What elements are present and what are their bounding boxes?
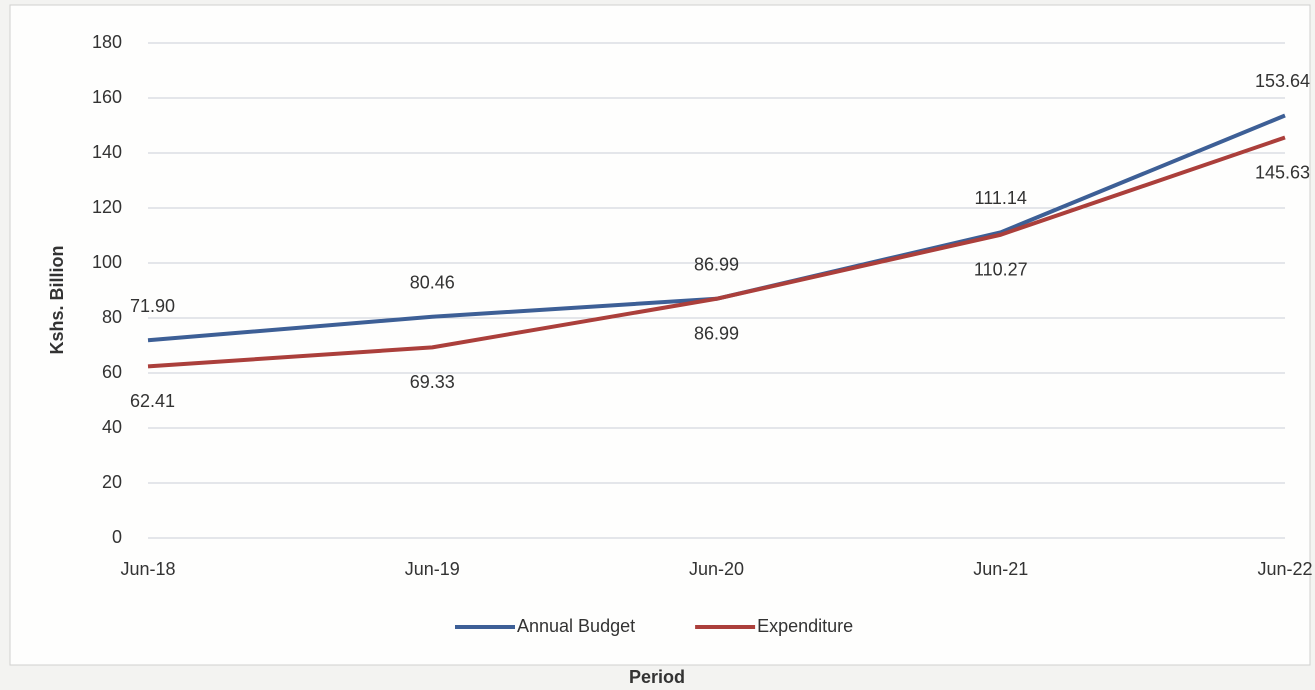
data-label: 86.99 [694, 255, 739, 275]
data-label: 80.46 [410, 272, 455, 292]
x-tick-label: Jun-19 [405, 559, 460, 579]
x-tick-label: Jun-22 [1257, 559, 1312, 579]
data-label: 111.14 [975, 188, 1027, 208]
y-tick-label: 20 [102, 472, 122, 492]
series-line [147, 135, 1286, 369]
y-tick-label: 0 [112, 527, 122, 547]
data-label: 71.90 [130, 296, 175, 316]
legend-label: Expenditure [757, 616, 853, 636]
y-tick-label: 60 [102, 362, 122, 382]
y-tick-label: 180 [92, 32, 122, 52]
data-label: 145.63 [1255, 162, 1310, 182]
data-label: 110.27 [974, 260, 1028, 280]
y-tick-label: 160 [92, 87, 122, 107]
data-label: 86.99 [694, 324, 739, 344]
data-label: 69.33 [410, 372, 455, 392]
y-tick-label: 80 [102, 307, 122, 327]
y-tick-label: 120 [92, 197, 122, 217]
data-label: 153.64 [1255, 71, 1310, 91]
y-tick-label: 100 [92, 252, 122, 272]
y-axis-label: Kshs. Billion [47, 245, 67, 354]
x-tick-label: Jun-18 [120, 559, 175, 579]
legend-label: Annual Budget [517, 616, 635, 636]
x-tick-label: Jun-21 [973, 559, 1028, 579]
x-axis-label: Period [629, 667, 685, 687]
x-tick-label: Jun-20 [689, 559, 744, 579]
data-label: 62.41 [130, 391, 175, 411]
y-tick-label: 40 [102, 417, 122, 437]
y-tick-label: 140 [92, 142, 122, 162]
